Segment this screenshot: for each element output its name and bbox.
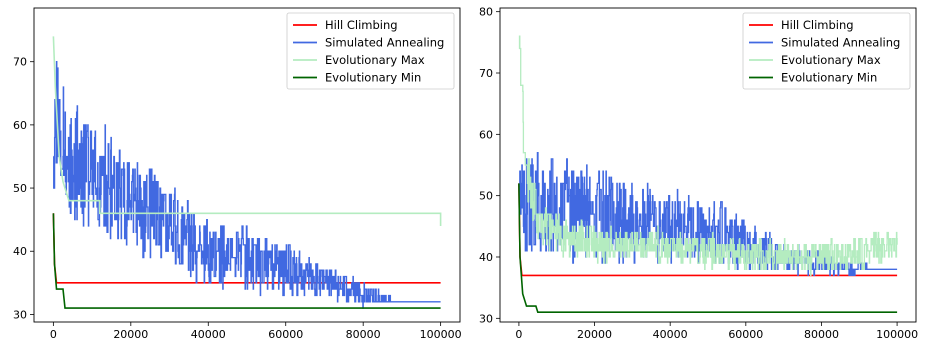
y-tick-label: 30 — [13, 308, 27, 321]
x-tick-label: 80000 — [346, 328, 381, 341]
plot-area — [518, 35, 898, 313]
legend-entry-label: Hill Climbing — [781, 18, 854, 32]
y-tick-label: 40 — [479, 251, 493, 264]
x-tick-label: 40000 — [191, 328, 226, 341]
chart-panel-1: 0 20000 40000 60000 80000 100000 30 40 50 60 70 Hil… — [13, 7, 462, 341]
axes-frame — [33, 7, 461, 323]
y-tick-label: 60 — [479, 128, 493, 141]
x-tick-label: 60000 — [268, 328, 303, 341]
x-tick-label: 80000 — [804, 328, 839, 341]
x-tick-label: 100000 — [876, 328, 918, 341]
y-tick-label: 50 — [13, 182, 27, 195]
legend-entry-label: Simulated Annealing — [781, 36, 900, 50]
series-line-4 — [518, 183, 898, 313]
x-tick-label: 40000 — [653, 328, 688, 341]
y-tick-label: 70 — [13, 56, 27, 69]
legend-entry-label: Evolutionary Max — [325, 53, 425, 67]
y-tick-label: 50 — [479, 190, 493, 203]
x-tick-label: 60000 — [728, 328, 763, 341]
legend: Hill Climbing Simulated Annealing Evolutio… — [742, 12, 911, 90]
x-tick-label: 20000 — [113, 328, 148, 341]
series-line-2 — [53, 61, 441, 309]
y-tick-label: 80 — [479, 6, 493, 19]
legend-entry-label: Simulated Annealing — [325, 36, 444, 50]
legend-box — [742, 12, 911, 90]
x-tick-label: 0 — [50, 328, 57, 341]
legend-entry-label: Hill Climbing — [325, 18, 398, 32]
axes-frame — [499, 7, 917, 323]
legend: Hill Climbing Simulated Annealing Evolutio… — [286, 12, 455, 90]
legend-box — [286, 12, 455, 90]
y-tick-label: 40 — [13, 245, 27, 258]
series-line-4 — [52, 213, 441, 309]
x-tick-label: 20000 — [577, 328, 612, 341]
x-tick-label: 0 — [515, 328, 522, 341]
x-tick-label: 100000 — [420, 328, 462, 341]
series-line-3 — [518, 35, 898, 277]
plot-area — [52, 36, 442, 309]
y-tick-label: 70 — [479, 67, 493, 80]
series-line-3 — [52, 36, 442, 226]
y-tick-label: 30 — [479, 312, 493, 325]
legend-entry-label: Evolutionary Max — [781, 53, 881, 67]
y-tick-label: 60 — [13, 119, 27, 132]
legend-entry-label: Evolutionary Min — [325, 71, 421, 85]
chart-panel-2: 0 20000 40000 60000 80000 100000 30 40 50 60 70 80 H… — [479, 6, 918, 341]
legend-entry-label: Evolutionary Min — [781, 71, 877, 85]
